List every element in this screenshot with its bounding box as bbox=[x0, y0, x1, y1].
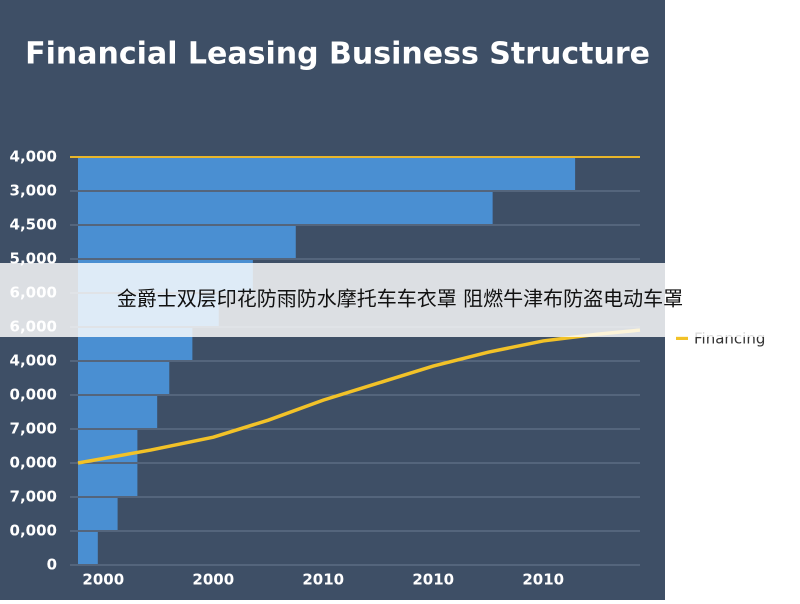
y-tick-label: 0,000 bbox=[10, 522, 57, 540]
bar bbox=[78, 362, 170, 394]
banner-text: 金爵士双层印花防雨防水摩托车车衣罩 阻燃牛津布防盗电动车罩 bbox=[117, 287, 683, 311]
x-tick-label: 2010 bbox=[522, 571, 564, 589]
y-tick-label: 0,000 bbox=[10, 386, 57, 404]
y-tick-label: 7,000 bbox=[10, 420, 57, 438]
y-tick-label: 0 bbox=[47, 556, 57, 574]
x-tick-label: 2010 bbox=[412, 571, 454, 589]
bar bbox=[78, 158, 576, 190]
bar bbox=[78, 464, 138, 496]
y-tick-label: 4,000 bbox=[10, 352, 57, 370]
y-tick-label: 4,500 bbox=[10, 216, 57, 234]
legend-swatch bbox=[676, 336, 688, 340]
y-tick-label: 0,000 bbox=[10, 454, 57, 472]
banner bbox=[0, 263, 800, 337]
bar bbox=[78, 498, 118, 530]
bar bbox=[78, 192, 493, 224]
chart-title: Financial Leasing Business Structure bbox=[25, 37, 650, 72]
x-tick-label: 2010 bbox=[302, 571, 344, 589]
line bbox=[77, 328, 641, 465]
bar bbox=[78, 396, 158, 428]
bar bbox=[78, 226, 296, 258]
x-tick-label: 2000 bbox=[82, 571, 124, 589]
x-tick-label: 2000 bbox=[192, 571, 234, 589]
y-tick-label: 7,000 bbox=[10, 488, 57, 506]
y-tick-label: 4,000 bbox=[10, 148, 57, 166]
y-tick-label: 3,000 bbox=[10, 182, 57, 200]
bar bbox=[78, 532, 98, 564]
